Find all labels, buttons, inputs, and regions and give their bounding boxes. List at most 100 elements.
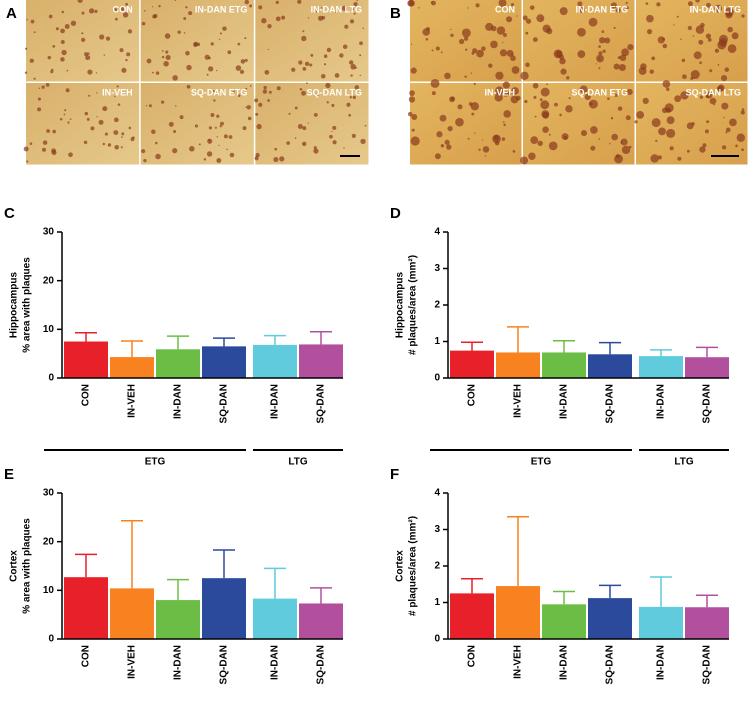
plaque-dot xyxy=(610,2,617,9)
plaque-dot xyxy=(165,50,169,54)
y-tick-label: 10 xyxy=(43,585,55,596)
plaque-dot xyxy=(681,58,686,63)
bar xyxy=(639,606,683,639)
plaque-dot xyxy=(446,144,452,150)
plaque-dot xyxy=(228,135,233,139)
plaque-dot xyxy=(24,71,28,74)
plaque-dot xyxy=(87,52,90,55)
plaque-dot xyxy=(188,11,193,16)
plaque-dot xyxy=(29,142,33,145)
plaque-dot xyxy=(179,115,184,120)
plaque-dot xyxy=(525,62,530,68)
plaque-dot xyxy=(615,8,621,13)
plaque-dot xyxy=(714,4,723,13)
plaque-dot xyxy=(155,141,158,145)
plaque-dot xyxy=(690,76,694,80)
plaque-dot xyxy=(161,55,165,59)
plaque-dot xyxy=(478,148,481,151)
plaque-dot xyxy=(542,111,550,119)
plaque-dot xyxy=(310,53,314,57)
plaque-dot xyxy=(625,6,629,10)
x-tick-label: IN-DAN xyxy=(656,384,667,419)
panel-label: C xyxy=(4,205,15,222)
group-label: ETG xyxy=(531,457,552,468)
plaque-dot xyxy=(359,74,362,77)
plaque-dot xyxy=(686,149,690,153)
plaque-dot xyxy=(298,60,303,65)
x-tick-label: CON xyxy=(467,645,478,667)
plaque-dot xyxy=(410,67,417,74)
plaque-dot xyxy=(520,71,529,81)
plaque-dot xyxy=(465,48,468,51)
x-tick-label: IN-VEH xyxy=(127,645,138,679)
plaque-dot xyxy=(704,129,709,134)
plaque-dot xyxy=(294,137,297,140)
plaque-dot xyxy=(540,87,550,97)
x-tick-label: CON xyxy=(81,645,92,667)
plaque-dot xyxy=(226,148,228,151)
plaque-dot xyxy=(579,85,588,94)
plaque-dot xyxy=(104,132,108,136)
plaque-dot xyxy=(164,33,171,39)
plaque-dot xyxy=(216,114,220,118)
plaque-dot xyxy=(219,38,221,41)
plaque-dot xyxy=(240,59,246,64)
x-tick-label: IN-VEH xyxy=(127,384,138,418)
plaque-dot xyxy=(511,66,520,74)
plaque-dot xyxy=(735,144,738,148)
plaque-dot xyxy=(203,158,207,161)
plaque-dot xyxy=(596,54,604,63)
plaque-dot xyxy=(636,111,645,119)
plaque-dot xyxy=(598,138,601,140)
x-tick-label: IN-DAN xyxy=(656,645,667,680)
plaque-dot xyxy=(294,106,298,110)
plaque-dot xyxy=(613,26,616,29)
plaque-dot xyxy=(707,38,712,42)
plaque-dot xyxy=(99,34,105,40)
plaque-dot xyxy=(125,2,128,6)
plaque-dot xyxy=(247,116,252,121)
plaque-dot xyxy=(84,52,89,57)
plaque-dot xyxy=(618,63,626,72)
plaque-dot xyxy=(47,55,52,60)
plaque-dot xyxy=(577,1,583,7)
plaque-dot xyxy=(607,97,610,100)
tile-label: IN-VEH xyxy=(484,87,515,97)
plaque-dot xyxy=(63,113,66,116)
plaque-dot xyxy=(38,87,41,90)
plaque-dot xyxy=(349,19,355,24)
plaque-dot xyxy=(528,152,536,160)
plaque-dot xyxy=(121,132,125,136)
micrograph xyxy=(255,83,369,165)
bar xyxy=(156,600,200,639)
plaque-dot xyxy=(687,25,693,31)
plaque-dot xyxy=(646,14,654,23)
plaque-dot xyxy=(584,93,591,101)
plaque-dot xyxy=(481,46,486,51)
plaque-dot xyxy=(525,31,529,35)
plaque-dot xyxy=(645,2,649,5)
plaque-dot xyxy=(472,48,478,54)
plaque-dot xyxy=(488,63,493,68)
plaque-dot xyxy=(495,71,504,80)
plaque-dot xyxy=(121,136,123,138)
plaque-dot xyxy=(320,73,326,79)
plaque-dot xyxy=(662,43,668,49)
plaque-dot xyxy=(263,85,267,90)
plaque-dot xyxy=(64,24,70,29)
plaque-dot xyxy=(235,65,242,71)
plaque-dot xyxy=(161,100,165,104)
y-tick-label: 3 xyxy=(434,524,440,535)
x-tick-label: IN-DAN xyxy=(270,645,281,680)
tile-label: SQ-DAN ETG xyxy=(191,87,248,97)
plaque-dot xyxy=(96,116,98,118)
plaque-dot xyxy=(315,93,319,98)
plaque-dot xyxy=(356,0,359,1)
plaque-dot xyxy=(237,94,241,97)
plaque-dot xyxy=(577,50,586,59)
plaque-dot xyxy=(189,146,195,152)
y-tick-label: 10 xyxy=(43,324,55,335)
plaque-dot xyxy=(534,115,537,118)
plaque-dot xyxy=(577,27,586,37)
plaque-dot xyxy=(560,68,567,75)
